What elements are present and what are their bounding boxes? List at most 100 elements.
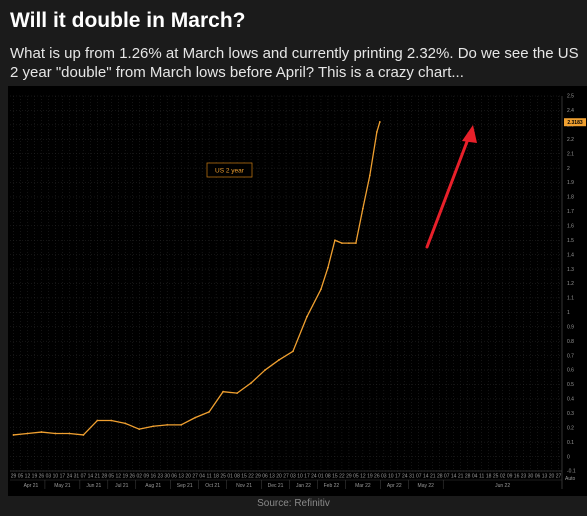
x-tick-label: 10 [297,474,303,480]
x-tick-label: 26 [129,474,135,480]
x-tick-label: 25 [220,474,226,480]
x-month-label: Jan 22 [296,483,311,489]
y-tick-label: 2.2 [567,137,574,143]
x-tick-label: 05 [353,474,359,480]
legend: US 2 year [206,162,253,178]
x-tick-label: 12 [360,474,366,480]
data-point [40,431,43,433]
x-tick-label: 18 [486,474,492,480]
x-tick-label: 16 [150,474,156,480]
data-point [68,432,71,435]
y-tick-label: 0.5 [567,382,574,388]
x-tick-label: 06 [171,474,177,480]
y-tick-label: 0.4 [567,397,574,403]
x-tick-label: 03 [46,474,52,480]
y-tick-label: 1.6 [567,224,574,230]
data-point [250,382,252,384]
x-tick-label: 13 [178,474,184,480]
data-point [236,392,238,395]
y-tick-label: 1.8 [567,195,574,201]
y-tick-label: 1.2 [567,281,574,287]
x-month-label: Sep 21 [177,483,193,489]
red-arrow-shaft [425,137,470,249]
x-tick-label: 19 [123,474,129,480]
data-point [378,121,381,123]
x-tick-label: 30 [164,474,170,480]
x-tick-label: 21 [458,474,464,480]
y-tick-label: 2.4 [567,108,574,114]
y-tick-label: 0.7 [567,353,574,359]
x-tick-label: 26 [39,474,45,480]
x-tick-label: 22 [248,474,254,480]
x-tick-label: 25 [493,474,499,480]
series-line-us-2-year [13,121,381,436]
x-month-label: Dec 21 [268,483,284,489]
data-point [12,434,15,436]
y-tick-label: 0.1 [567,440,574,446]
red-arrow-head [462,125,477,143]
x-tick-label: 31 [74,474,80,480]
x-tick-label: 20 [276,474,282,480]
x-month-label: Apr 21 [24,483,39,489]
x-tick-label: 05 [18,474,24,480]
x-tick-label: 06 [262,474,268,480]
x-tick-label: 21 [430,474,436,480]
y-tick-label: 0.9 [567,324,574,330]
data-point [152,425,155,428]
x-tick-label: 05 [109,474,115,480]
y-tick-label: 1.3 [567,267,574,273]
x-month-label: Jul 21 [115,483,129,489]
y-tick-label: 0.8 [567,339,574,345]
legend-box [206,162,253,178]
y-tick-label: 0.2 [567,425,574,431]
x-tick-label: 08 [234,474,240,480]
x-tick-label: 03 [290,474,296,480]
x-tick-label: 01 [227,474,233,480]
axes: -0.1 0 0.1 0.2 0.3 0.4 0.5 0.6 0.7 0.8 0.9 1 1.1 1.2 1… [10,94,576,489]
page-title: Will it double in March? [10,9,246,32]
data-point [208,410,211,413]
y-tick-label: 1.9 [567,180,574,186]
data-point [124,422,127,425]
data-point [327,266,329,269]
x-tick-label: 23 [157,474,163,480]
x-month-label: Aug 21 [145,483,161,489]
x-tick-label: 29 [255,474,261,480]
x-tick-label: 12 [116,474,122,480]
x-tick-label: 27 [192,474,198,480]
gridlines [10,95,562,472]
line-chart: -0.1 0 0.1 0.2 0.3 0.4 0.5 0.6 0.7 0.8 0.9 1 1.1 1.2 1… [10,94,586,489]
data-point [334,239,336,242]
legend-label: US 2 year [215,168,245,175]
x-tick-label: 10 [388,474,394,480]
x-tick-label: 18 [213,474,219,480]
x-tick-label: 28 [465,474,471,480]
y-tick-label: 1 [567,310,570,316]
x-tick-label: 08 [325,474,331,480]
x-tick-label: 29 [11,474,17,480]
x-tick-label: 07 [416,474,422,480]
x-tick-label: 27 [283,474,289,480]
y-tick-label: 2 [567,166,570,172]
data-point [375,131,378,133]
x-tick-label: 09 [507,474,513,480]
last-value-box [564,118,586,127]
x-tick-label: 30 [528,474,534,480]
data-point [340,242,343,245]
x-tick-label: 15 [241,474,247,480]
data-point [54,432,57,435]
series-layer [12,121,381,436]
x-tick-label: 01 [318,474,324,480]
y-tick-label: -0.1 [567,469,576,475]
data-point [222,390,225,393]
x-tick-label: 26 [374,474,380,480]
chart-panel: -0.1 0 0.1 0.2 0.3 0.4 0.5 0.6 0.7 0.8 0.9 1 1.1 1.2 1… [8,86,587,496]
y-tick-label: 0 [567,454,570,460]
x-tick-label: 12 [25,474,31,480]
x-tick-label: 22 [339,474,345,480]
x-tick-label: 14 [451,474,457,480]
x-month-label: Feb 22 [324,483,340,489]
x-tick-label: 14 [423,474,429,480]
x-month-label: Apr 22 [387,483,402,489]
data-point [278,359,280,361]
